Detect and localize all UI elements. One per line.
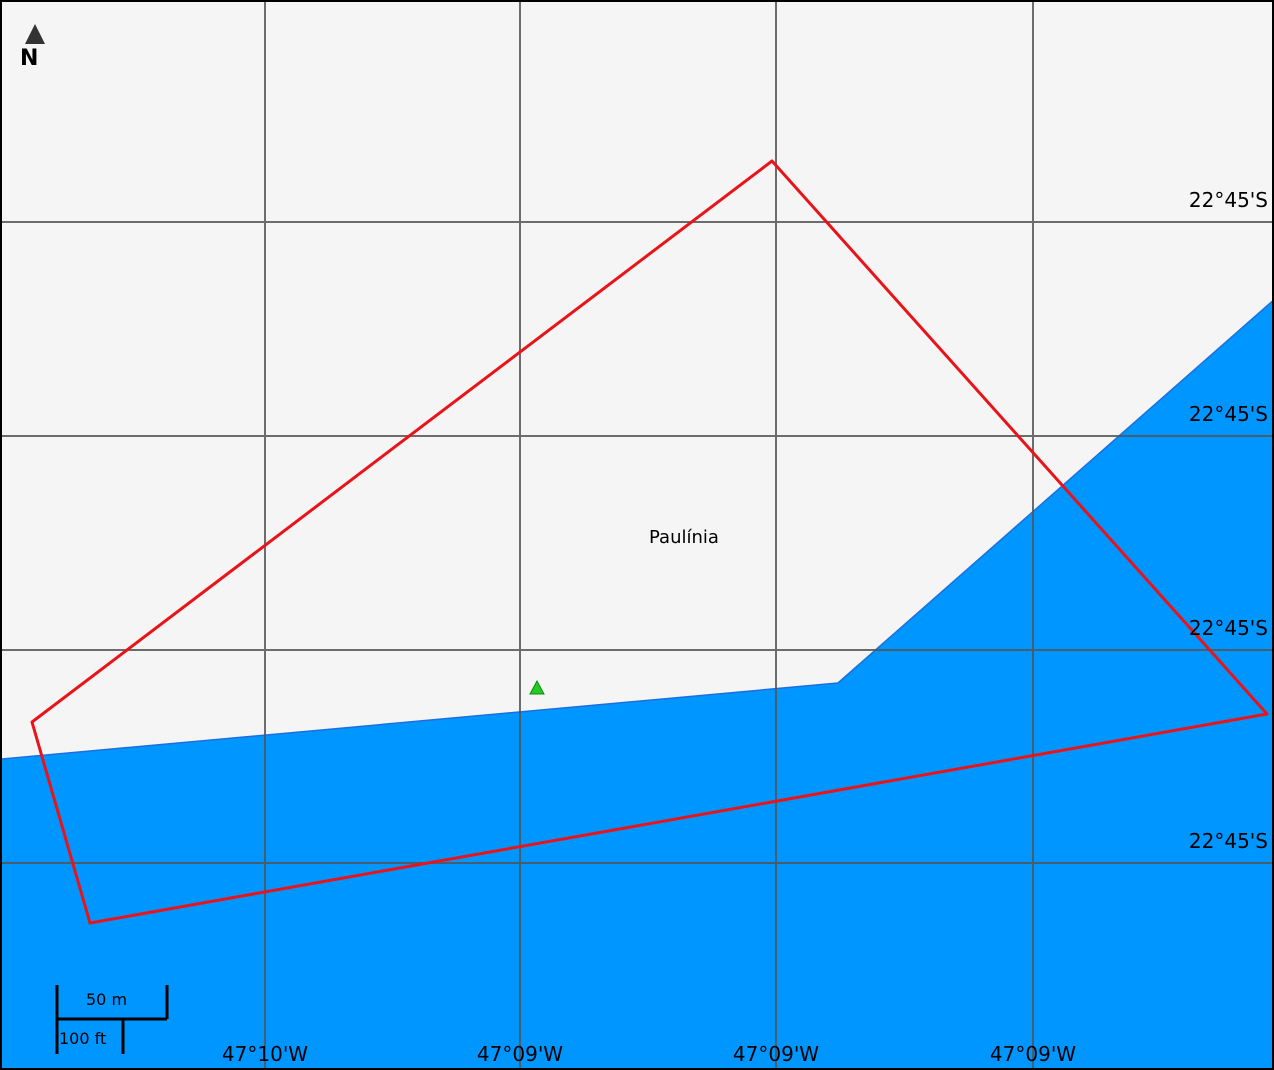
place-label: Paulínia [649,527,719,548]
scale-imperial-label: 100 ft [59,1029,107,1048]
latitude-label: 22°45'S [1188,402,1268,426]
boundary-water-edge [2,682,839,760]
water-area [2,301,1272,1068]
scale-bar [55,985,169,1054]
longitude-label: 47°10'W [221,1042,309,1066]
longitude-label: 47°09'W [989,1042,1077,1066]
longitude-label: 47°09'W [476,1042,564,1066]
boundary-water-edge [837,300,1272,684]
north-letter: N [20,46,39,71]
scale-metric-label: 50 m [86,990,128,1009]
latitude-label: 22°45'S [1188,616,1268,640]
latitude-label: 22°45'S [1188,829,1268,853]
location-marker-icon [529,679,545,695]
longitude-label: 47°09'W [732,1042,820,1066]
latitude-label: 22°45'S [1188,188,1268,212]
north-arrow-icon [25,24,45,44]
selection-polygon [30,159,1269,925]
